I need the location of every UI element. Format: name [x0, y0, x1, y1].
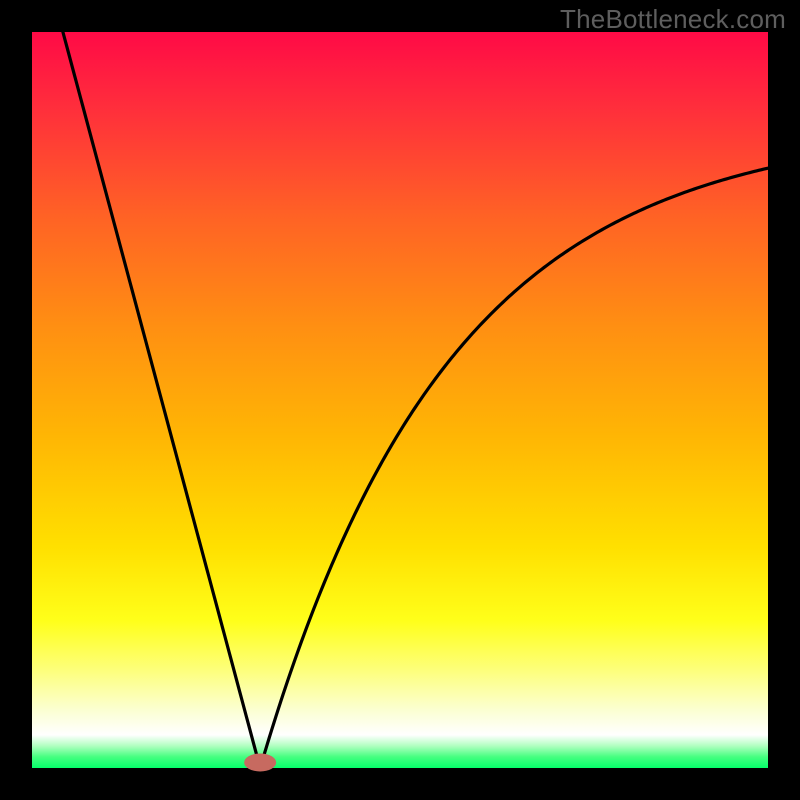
- chart-container: TheBottleneck.com: [0, 0, 800, 800]
- bottleneck-chart: [0, 0, 800, 800]
- watermark-label: TheBottleneck.com: [560, 4, 786, 35]
- optimum-marker: [244, 753, 276, 771]
- plot-area: [32, 32, 768, 768]
